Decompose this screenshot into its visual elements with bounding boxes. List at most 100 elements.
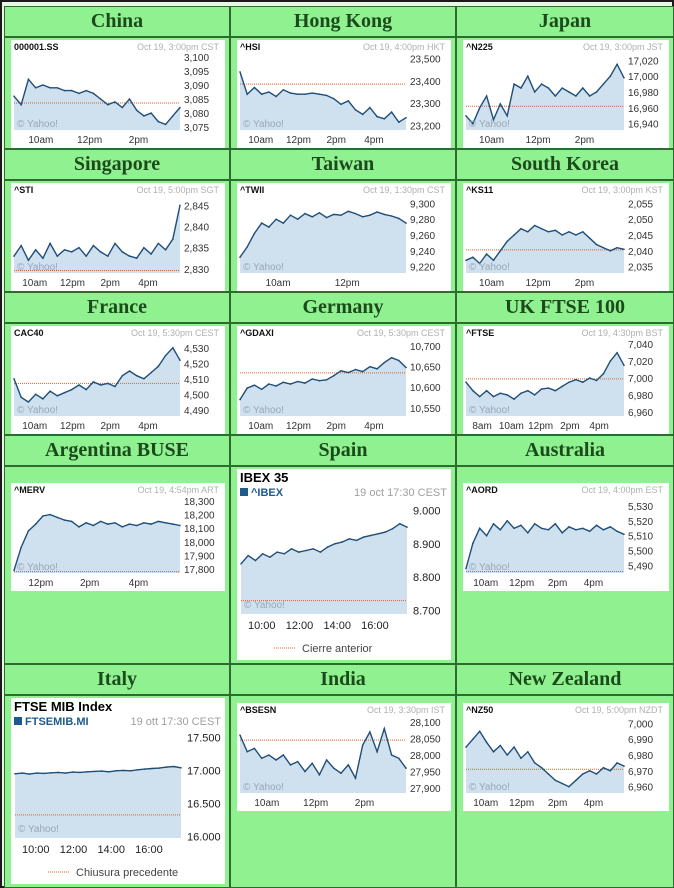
x-tick-label: 12pm: [509, 798, 534, 809]
region-heading: Taiwan: [231, 150, 455, 181]
chart-svg: ^KS11 Oct 19, 3:00pm KST © Yahoo! 2,055 2,05…: [465, 185, 663, 289]
price-point: [79, 771, 81, 774]
price-point: [533, 224, 536, 227]
price-point: [513, 83, 515, 85]
price-point: [547, 387, 550, 389]
price-point: [568, 381, 570, 383]
y-tick-label: 16.000: [187, 832, 221, 844]
price-point: [92, 244, 95, 247]
y-tick-label: 9.000: [413, 505, 441, 517]
chart-card[interactable]: ^BSESN Oct 19, 3:30pm IST © Yahoo! 28,100 28…: [237, 703, 451, 811]
price-point: [333, 213, 335, 216]
price-point: [376, 750, 378, 753]
chart-svg: ^MERV Oct 19, 4:54pm ART © Yahoo! 18,300 18,…: [13, 485, 220, 589]
price-point: [34, 393, 37, 396]
price-point: [513, 398, 515, 400]
price-point: [602, 246, 605, 249]
price-point: [595, 379, 598, 382]
price-point: [588, 237, 591, 239]
chart-card[interactable]: ^STI Oct 19, 5:00pm SGT © Yahoo! 2,845 2,840…: [11, 183, 225, 291]
chart-card[interactable]: ^N225 Oct 19, 3:00pm JST © Yahoo! 17,020 17,…: [463, 40, 669, 148]
price-point: [150, 523, 152, 525]
price-point: [128, 98, 131, 100]
watermark: © Yahoo!: [469, 119, 510, 130]
price-point: [602, 766, 605, 769]
x-tick-label: 4pm: [364, 135, 383, 146]
chart-card[interactable]: IBEX 35 ^IBEX 19 oct 17:30 CEST © Yahoo! 9.0…: [237, 469, 451, 660]
price-point: [506, 115, 508, 117]
price-point: [128, 523, 131, 525]
price-point: [165, 766, 168, 768]
price-point: [34, 523, 37, 525]
price-point: [398, 121, 400, 123]
chart-svg: ^AORD Oct 19, 4:00pm EST © Yahoo! 5,530 5,52…: [465, 485, 663, 589]
x-tick-label: 10am: [22, 421, 47, 432]
chart-card[interactable]: 000001.SS Oct 19, 3:00pm CST © Yahoo! 3,100…: [11, 40, 225, 148]
price-point: [399, 522, 401, 525]
x-tick-label: 2pm: [355, 798, 374, 809]
price-point: [56, 255, 59, 257]
price-point: [268, 91, 270, 93]
price-point: [122, 769, 125, 772]
price-point: [253, 747, 256, 750]
y-tick-label: 6,990: [628, 735, 653, 746]
price-point: [540, 388, 543, 390]
legend-label: Chiusura precedente: [76, 867, 178, 879]
price-point: [49, 390, 51, 392]
market-panel-argentina-buse: Argentina BUSE ^MERV Oct 19, 4:54pm ART © Y…: [4, 435, 230, 664]
price-line: [13, 77, 181, 126]
x-tick-label: 2pm: [548, 578, 567, 589]
chart-card[interactable]: ^KS11 Oct 19, 3:00pm KST © Yahoo! 2,055 2,05…: [463, 183, 669, 291]
price-point: [289, 383, 292, 385]
price-point: [164, 354, 167, 357]
y-tick-label: 6,980: [628, 751, 653, 762]
price-point: [568, 91, 570, 93]
price-point: [49, 242, 51, 245]
price-point: [492, 259, 495, 262]
chart-card[interactable]: ^FTSE Oct 19, 4:30pm BST © Yahoo! 7,040 7,02…: [463, 326, 669, 434]
x-tick-label: 12pm: [526, 278, 551, 289]
price-point: [180, 767, 182, 769]
price-point: [121, 526, 124, 528]
price-point: [347, 100, 350, 102]
price-point: [595, 773, 598, 775]
price-point: [43, 772, 45, 775]
chart-card[interactable]: ^GDAXI Oct 19, 5:30pm CEST © Yahoo! 10,700 1…: [237, 326, 451, 434]
region-heading: Australia: [457, 436, 673, 467]
x-tick-label: 10am: [248, 421, 273, 432]
price-point: [390, 215, 393, 217]
price-point: [311, 216, 313, 218]
price-point: [304, 770, 306, 773]
price-point: [70, 89, 73, 92]
y-tick-label: 28,000: [410, 751, 441, 762]
x-tick-label: 2pm: [100, 278, 119, 289]
price-point: [13, 95, 15, 97]
price-point: [540, 527, 543, 530]
y-tick-label: 2,040: [628, 247, 653, 258]
price-point: [49, 87, 51, 89]
price-point: [107, 103, 109, 106]
timestamp: Oct 19, 3:00pm KST: [581, 185, 663, 195]
chart-card[interactable]: ^HSI Oct 19, 4:00pm HKT © Yahoo! 23,500 23,4…: [237, 40, 451, 148]
price-area: [466, 352, 624, 416]
chart-card[interactable]: FTSE MIB Index FTSEMIB.MI 19 ott 17:30 CES…: [11, 698, 225, 884]
chart-card[interactable]: ^AORD Oct 19, 4:00pm EST © Yahoo! 5,530 5,52…: [463, 483, 669, 591]
price-point: [472, 542, 474, 544]
price-point: [42, 515, 44, 517]
price-point: [478, 730, 481, 733]
price-point: [312, 548, 314, 550]
chart-card[interactable]: ^MERV Oct 19, 4:54pm ART © Yahoo! 18,300 18,…: [11, 483, 225, 591]
timestamp: 19 ott 17:30 CEST: [131, 716, 222, 728]
x-tick-label: 12pm: [335, 278, 360, 289]
price-point: [362, 536, 365, 538]
chart-card[interactable]: ^TWII Oct 19, 1:30pm CST © Yahoo! 9,300 9,28…: [237, 183, 451, 291]
x-tick-label: 8am: [472, 421, 491, 432]
price-point: [547, 529, 550, 531]
chart-card[interactable]: ^NZ50 Oct 19, 5:00pm NZDT © Yahoo! 7,000 6,9…: [463, 703, 669, 811]
price-point: [520, 392, 522, 394]
price-point: [42, 398, 44, 400]
chart-card[interactable]: CAC40 Oct 19, 5:30pm CEST © Yahoo! 4,530 4,5…: [11, 326, 225, 434]
x-tick-label: 2pm: [129, 135, 148, 146]
timestamp: Oct 19, 5:00pm SGT: [136, 185, 219, 195]
market-panel-italy: Italy FTSE MIB Index FTSEMIB.MI 19 ott 17:3…: [4, 664, 230, 888]
